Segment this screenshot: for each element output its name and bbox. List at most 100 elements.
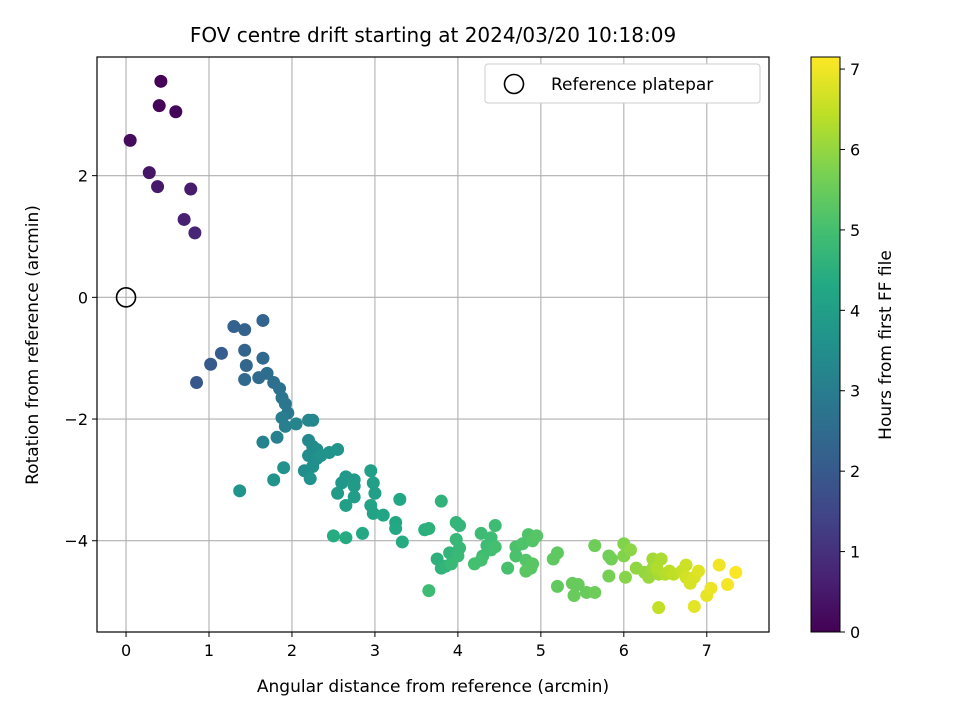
scatter-point <box>526 557 540 571</box>
colorbar-tick-label: 4 <box>850 301 860 320</box>
scatter-point <box>602 569 616 583</box>
scatter-point <box>530 529 544 543</box>
scatter-point <box>652 601 666 615</box>
scatter-point <box>588 539 602 553</box>
y-tick-label: 2 <box>78 167 88 186</box>
scatter-point <box>190 376 204 390</box>
plot-area <box>96 56 770 633</box>
scatter-point <box>289 417 303 431</box>
colorbar-tick-label: 6 <box>850 140 860 159</box>
plot-frame <box>96 56 770 633</box>
scatter-point <box>256 313 270 327</box>
scatter-point <box>366 476 380 490</box>
scatter-point <box>444 557 458 571</box>
scatter-point <box>303 472 317 486</box>
y-axis: −4 −2 0 2 <box>64 167 97 551</box>
colorbar-tick-label: 5 <box>850 221 860 240</box>
scatter-point <box>434 494 448 508</box>
scatter-point <box>679 558 693 572</box>
scatter-point <box>691 564 705 578</box>
colorbar-ticks: 0 1 2 3 4 5 6 7 <box>840 60 860 642</box>
x-tick-label: 1 <box>204 641 214 660</box>
scatter-point <box>339 531 353 545</box>
scatter-point <box>729 565 743 579</box>
y-tick-label: −4 <box>64 532 88 551</box>
colorbar-label: Hours from first FF file <box>876 250 896 440</box>
scatter-point <box>277 461 291 475</box>
scatter-point <box>712 558 726 572</box>
scatter-point <box>721 578 735 592</box>
colorbar: 0 1 2 3 4 5 6 7 Hours from first FF file <box>810 56 896 642</box>
scatter-point <box>278 419 292 433</box>
scatter-point <box>152 99 166 113</box>
grid <box>97 57 769 632</box>
scatter-point <box>188 226 202 240</box>
legend: Reference platepar <box>484 63 761 104</box>
scatter-point <box>355 526 369 540</box>
scatter-point <box>623 543 637 557</box>
scatter-point <box>151 180 165 194</box>
scatter-point <box>239 358 253 372</box>
x-tick-label: 2 <box>287 641 297 660</box>
scatter-point <box>339 498 353 512</box>
colorbar-tick-label: 2 <box>850 462 860 481</box>
legend-label: Reference platepar <box>551 75 713 95</box>
scatter-point <box>393 492 407 506</box>
scatter-point <box>618 570 632 584</box>
scatter-point <box>422 522 436 536</box>
scatter-point <box>571 578 585 592</box>
scatter-point <box>453 519 467 533</box>
scatter-point <box>347 490 361 504</box>
x-tick-label: 6 <box>619 641 629 660</box>
scatter-point <box>509 549 523 563</box>
scatter-point <box>567 588 581 602</box>
colorbar-tick-label: 7 <box>850 60 860 79</box>
scatter-point <box>267 473 281 487</box>
x-tick-label: 4 <box>453 641 463 660</box>
scatter-point <box>550 579 564 593</box>
scatter-point <box>238 372 252 386</box>
scatter-point <box>704 581 718 595</box>
scatter-point <box>550 546 564 560</box>
scatter-point <box>687 599 701 613</box>
scatter-point <box>169 105 183 119</box>
colorbar-tick-label: 1 <box>850 543 860 562</box>
scatter-point <box>467 557 481 571</box>
scatter-point <box>154 74 168 88</box>
x-axis-label: Angular distance from reference (arcmin) <box>257 677 609 697</box>
scatter-point <box>256 351 270 365</box>
y-tick-label: −2 <box>64 410 88 429</box>
y-tick-label: 0 <box>78 288 88 307</box>
scatter-point <box>331 442 345 456</box>
scatter-point <box>256 435 270 449</box>
reference-marker <box>115 287 137 308</box>
scatter-point <box>422 584 436 598</box>
scatter-point <box>306 413 320 427</box>
scatter-point <box>214 346 228 360</box>
scatter-point <box>238 343 252 357</box>
scatter-point <box>366 506 380 520</box>
scatter-point <box>488 540 502 554</box>
scatter-point <box>347 479 361 493</box>
scatter-points <box>123 74 743 615</box>
scatter-point <box>227 320 241 334</box>
scatter-point <box>331 486 345 500</box>
legend-marker <box>503 73 525 95</box>
legend-box <box>484 63 761 104</box>
x-tick-label: 3 <box>370 641 380 660</box>
scatter-point <box>123 133 137 147</box>
scatter-point <box>270 430 284 444</box>
scatter-point <box>142 166 156 180</box>
scatter-point <box>474 526 488 540</box>
scatter-point <box>368 486 382 500</box>
scatter-point <box>588 585 602 599</box>
scatter-point <box>238 323 252 337</box>
scatter-point <box>501 561 515 575</box>
scatter-point <box>395 535 409 549</box>
scatter-point <box>177 212 191 226</box>
x-tick-label: 0 <box>121 641 131 660</box>
scatter-point <box>488 519 502 533</box>
scatter-point <box>389 522 403 536</box>
